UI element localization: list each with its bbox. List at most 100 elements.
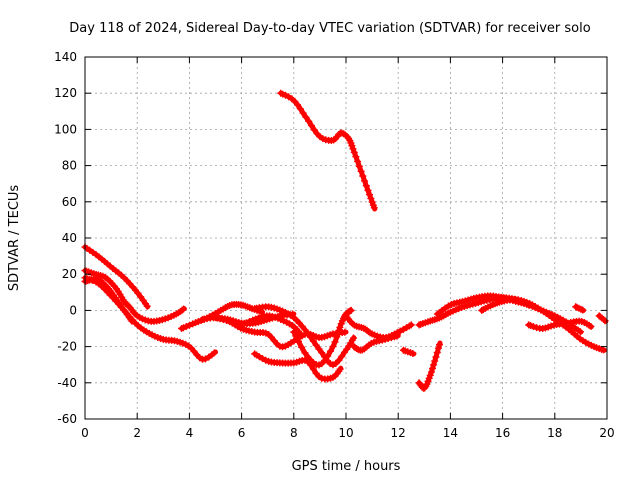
data-point-marker [432,353,440,361]
y-tick-label: 40 [62,231,77,245]
series-arc-1 [81,243,151,310]
x-tick-label: 12 [391,426,406,440]
series-arc-7 [212,314,349,351]
y-axis-label: SDTVAR / TECUs [7,185,22,292]
data-point-marker [245,317,253,325]
data-point-marker [318,349,326,357]
data-point-marker [361,177,369,185]
data-point-marker [421,384,429,392]
data-point-marker [367,194,375,202]
data-point-marker [350,334,358,342]
x-tick-label: 16 [495,426,510,440]
data-point-marker [315,345,323,353]
x-tick-label: 2 [133,426,141,440]
data-point-marker [333,333,341,341]
y-tick-label: -20 [57,340,77,354]
data-point-marker [365,328,373,336]
data-point-marker [393,332,401,340]
data-point-marker [301,326,309,334]
data-point-marker [178,306,186,314]
data-point-marker [365,191,373,199]
x-tick-label: 8 [290,426,298,440]
data-point-marker [433,349,441,356]
chart-title: Day 118 of 2024, Sidereal Day-to-day VTE… [69,21,590,36]
data-point-marker [429,364,437,372]
y-tick-label: 60 [62,195,77,209]
data-point-marker [355,162,363,170]
data-point-marker [281,91,289,99]
series-arc-4 [81,274,218,363]
data-point-marker [329,343,337,351]
data-point-marker [308,122,316,130]
data-point-marker [434,344,442,352]
data-point-marker [599,346,607,354]
data-point-marker [294,337,302,345]
data-point-marker [435,341,443,349]
x-tick-labels: 0 2 4 6 8 10 12 14 16 18 20 [81,426,614,440]
data-point-marker [321,356,329,364]
series-arc-10 [251,350,344,383]
data-point-marker [357,167,365,175]
data-point-marker [335,130,343,138]
data-point-marker [182,323,190,331]
y-tick-label: -40 [57,376,77,390]
data-point-marker [478,306,486,314]
data-point-marker [294,101,302,109]
data-point-marker [336,365,344,373]
data-point-marker [312,341,320,349]
data-point-marker [427,368,435,376]
data-point-marker [533,324,541,332]
data-point-marker [334,328,342,336]
axis-ticks [84,56,608,420]
data-point-marker [600,315,608,323]
series-arc-16 [415,340,443,392]
series-arc-14 [350,332,401,354]
data-point-marker [302,113,310,121]
series-arc-9 [251,303,358,369]
data-point-marker [301,349,309,357]
data-point-marker [364,186,372,194]
data-point-marker [430,361,438,369]
data-point-marker [324,352,332,360]
data-point-marker [335,356,343,364]
data-point-marker [216,315,224,323]
y-tick-label: 100 [54,122,77,136]
grid-lines [85,57,607,419]
data-point-marker [387,334,395,342]
data-point-marker [304,329,312,337]
x-axis-label: GPS time / hours [292,459,401,474]
x-tick-label: 20 [599,426,614,440]
data-point-marker [125,302,133,310]
data-point-marker [290,328,298,336]
series-line [278,90,378,212]
y-tick-label: 140 [54,50,77,64]
data-series [81,89,609,392]
x-tick-label: 14 [443,426,458,440]
data-point-marker [309,365,317,373]
data-point-marker [354,157,362,165]
data-point-marker [347,306,355,314]
data-point-marker [292,332,300,340]
data-point-marker [341,328,349,336]
x-tick-label: 4 [186,426,194,440]
y-tick-label: 0 [69,303,77,317]
data-point-marker [336,323,344,331]
x-tick-label: 6 [238,426,246,440]
data-point-marker [384,335,392,343]
series-arc-2 [81,267,188,325]
data-point-marker [349,145,357,153]
data-point-marker [338,352,346,360]
data-point-marker [307,333,315,341]
x-tick-label: 0 [81,426,89,440]
data-point-marker [587,322,595,330]
data-point-marker [143,302,151,310]
x-tick-label: 18 [547,426,562,440]
x-tick-label: 10 [338,426,353,440]
y-tick-label: 80 [62,159,77,173]
data-point-marker [180,305,188,313]
data-point-marker [298,343,306,351]
data-point-marker [362,182,370,190]
data-point-marker [576,328,584,336]
data-point-marker [407,321,415,329]
